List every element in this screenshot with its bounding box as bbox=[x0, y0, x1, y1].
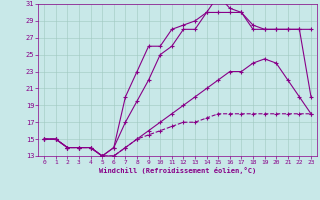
X-axis label: Windchill (Refroidissement éolien,°C): Windchill (Refroidissement éolien,°C) bbox=[99, 167, 256, 174]
